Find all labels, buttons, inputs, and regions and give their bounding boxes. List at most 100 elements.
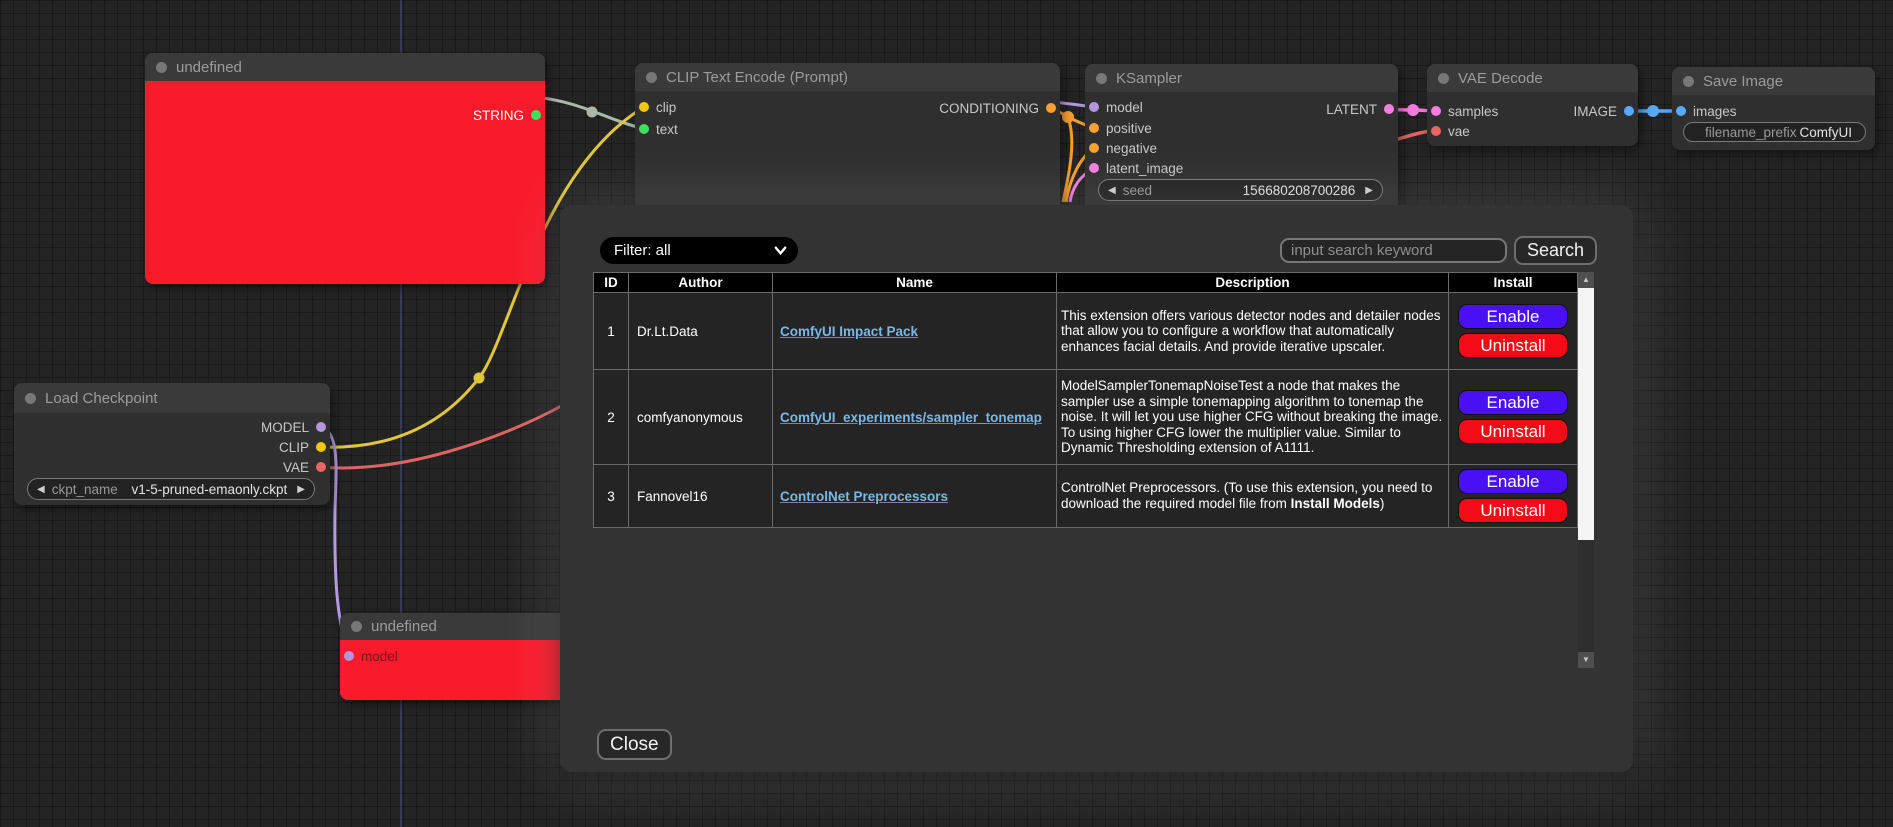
port-label: IMAGE xyxy=(1573,103,1617,119)
search-input[interactable] xyxy=(1280,238,1507,263)
scrollbar-thumb[interactable] xyxy=(1578,288,1594,540)
widget-value: v1-5-pruned-emaonly.ckpt xyxy=(131,481,288,497)
node-title-bar[interactable]: VAE Decode xyxy=(1427,64,1638,92)
increment-arrow-icon[interactable]: ▶ xyxy=(1365,184,1373,196)
collapse-dot-icon[interactable] xyxy=(1683,75,1694,87)
canvas-origin-line xyxy=(400,0,402,827)
header-install: Install xyxy=(1448,272,1578,293)
node-undefined-bottom[interactable]: undefined model xyxy=(340,613,580,700)
header-id: ID xyxy=(593,272,629,293)
reroute-dot xyxy=(1062,111,1074,123)
node-title-bar[interactable]: Save Image xyxy=(1672,67,1875,95)
uninstall-button[interactable]: Uninstall xyxy=(1458,333,1568,358)
latent-output-port[interactable] xyxy=(1384,104,1394,114)
scroll-up-icon[interactable]: ▲ xyxy=(1578,272,1594,288)
port-label: model xyxy=(1106,99,1143,115)
extension-link[interactable]: ComfyUI Impact Pack xyxy=(780,323,919,339)
cell-id: 2 xyxy=(593,369,629,465)
collapse-dot-icon[interactable] xyxy=(25,392,36,404)
scroll-down-icon[interactable]: ▼ xyxy=(1578,652,1594,668)
model-input-port[interactable] xyxy=(344,651,354,661)
cell-description: ModelSamplerTonemapNoiseTest a node that… xyxy=(1056,369,1449,465)
seed-widget[interactable]: ◀ seed 156680208700286 ▶ xyxy=(1098,179,1383,201)
clip-output-port[interactable] xyxy=(316,442,326,452)
table-scrollbar[interactable]: ▲ ▼ xyxy=(1578,272,1594,668)
model-input-port[interactable] xyxy=(1089,102,1099,112)
collapse-dot-icon[interactable] xyxy=(1096,72,1107,84)
widget-value: ComfyUI xyxy=(1799,124,1852,140)
widget-name: filename_prefix xyxy=(1705,124,1797,140)
node-title: Save Image xyxy=(1703,72,1784,90)
node-title: CLIP Text Encode (Prompt) xyxy=(666,68,849,86)
reroute-dot xyxy=(1647,105,1659,117)
port-label: model xyxy=(361,648,398,664)
node-load-checkpoint[interactable]: Load Checkpoint MODEL CLIP VAE ◀ ckpt_na… xyxy=(14,383,330,505)
negative-input-port[interactable] xyxy=(1089,143,1099,153)
port-label: positive xyxy=(1106,120,1152,136)
collapse-dot-icon[interactable] xyxy=(646,71,657,83)
cell-install: Enable Uninstall xyxy=(1448,369,1578,465)
node-ksampler[interactable]: KSampler model positive negative latent_… xyxy=(1085,64,1398,214)
vae-output-port[interactable] xyxy=(316,462,326,472)
port-label: samples xyxy=(1448,103,1499,119)
node-undefined-top[interactable]: undefined STRING xyxy=(145,53,545,284)
port-label: text xyxy=(656,121,678,137)
search-button[interactable]: Search xyxy=(1514,236,1598,265)
port-label: STRING xyxy=(472,107,524,123)
cell-install: Enable Uninstall xyxy=(1448,464,1578,528)
image-output-port[interactable] xyxy=(1624,106,1634,116)
decrement-arrow-icon[interactable]: ◀ xyxy=(1108,184,1116,196)
conditioning-output-port[interactable] xyxy=(1046,103,1056,113)
port-label: LATENT xyxy=(1326,101,1377,117)
clip-input-port[interactable] xyxy=(639,102,649,112)
cell-id: 1 xyxy=(593,292,629,370)
node-title-bar[interactable]: undefined xyxy=(340,613,580,640)
model-output-port[interactable] xyxy=(316,422,326,432)
extension-link[interactable]: ControlNet Preprocessors xyxy=(780,488,949,504)
extension-manager-dialog: Filter: all Search ID Author Name Descri… xyxy=(560,205,1633,772)
node-vae-decode[interactable]: VAE Decode samples vae IMAGE xyxy=(1427,64,1638,146)
table-row: 1 Dr.Lt.Data ComfyUI Impact Pack This ex… xyxy=(593,292,1578,370)
cell-author: comfyanonymous xyxy=(628,369,773,465)
scrollbar-track[interactable] xyxy=(1578,540,1594,652)
collapse-dot-icon[interactable] xyxy=(1438,72,1449,84)
collapse-dot-icon[interactable] xyxy=(351,621,362,632)
enable-button[interactable]: Enable xyxy=(1458,304,1568,329)
header-author: Author xyxy=(628,272,773,293)
close-button[interactable]: Close xyxy=(597,729,672,760)
node-clip-text-encode[interactable]: CLIP Text Encode (Prompt) clip text COND… xyxy=(635,63,1060,233)
node-title-bar[interactable]: undefined xyxy=(145,53,545,81)
extension-link[interactable]: ComfyUI_experiments/sampler_tonemap xyxy=(780,409,1042,425)
string-output-port[interactable] xyxy=(531,110,541,120)
filename-prefix-widget[interactable]: filename_prefix ComfyUI xyxy=(1683,122,1866,142)
port-label: CLIP xyxy=(278,439,309,455)
samples-input-port[interactable] xyxy=(1431,106,1441,116)
collapse-dot-icon[interactable] xyxy=(156,61,167,73)
cell-author: Dr.Lt.Data xyxy=(628,292,773,370)
extension-table-container: ID Author Name Description Install 1 Dr.… xyxy=(593,272,1594,668)
positive-input-port[interactable] xyxy=(1089,123,1099,133)
cell-author: Fannovel16 xyxy=(628,464,773,528)
node-title-bar[interactable]: KSampler xyxy=(1085,64,1398,92)
node-title-bar[interactable]: CLIP Text Encode (Prompt) xyxy=(635,63,1060,91)
images-input-port[interactable] xyxy=(1676,106,1686,116)
next-arrow-icon[interactable]: ▶ xyxy=(297,483,305,495)
node-title: Load Checkpoint xyxy=(45,389,158,407)
widget-name: ckpt_name xyxy=(51,481,118,497)
prev-arrow-icon[interactable]: ◀ xyxy=(37,483,45,495)
widget-name: seed xyxy=(1122,182,1152,198)
port-label: CONDITIONING xyxy=(939,100,1039,116)
enable-button[interactable]: Enable xyxy=(1458,390,1568,415)
reroute-dot xyxy=(473,372,485,384)
node-save-image[interactable]: Save Image images filename_prefix ComfyU… xyxy=(1672,67,1875,150)
vae-input-port[interactable] xyxy=(1431,126,1441,136)
uninstall-button[interactable]: Uninstall xyxy=(1458,419,1568,444)
latent-image-input-port[interactable] xyxy=(1089,163,1099,173)
ckpt-name-widget[interactable]: ◀ ckpt_name v1-5-pruned-emaonly.ckpt ▶ xyxy=(27,478,315,500)
enable-button[interactable]: Enable xyxy=(1458,469,1568,494)
uninstall-button[interactable]: Uninstall xyxy=(1458,498,1568,523)
filter-select[interactable]: Filter: all xyxy=(600,237,798,264)
node-title-bar[interactable]: Load Checkpoint xyxy=(14,383,330,413)
text-input-port[interactable] xyxy=(639,124,649,134)
cell-install: Enable Uninstall xyxy=(1448,292,1578,370)
